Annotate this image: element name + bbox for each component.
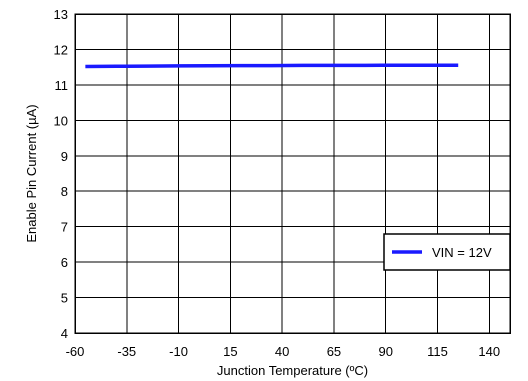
x-tick-labels: -60 -35 -10 15 40 65 90 115 140 xyxy=(66,344,501,359)
x-tick-label: 15 xyxy=(223,344,237,359)
x-tick-label: -60 xyxy=(66,344,85,359)
series-layer xyxy=(85,63,459,69)
y-tick-label: 9 xyxy=(61,149,68,164)
y-tick-labels: 4 5 6 7 8 9 10 11 12 13 xyxy=(54,7,68,341)
legend-label: VIN = 12V xyxy=(432,245,492,260)
grid xyxy=(74,13,510,334)
plot-frame xyxy=(74,13,511,334)
y-axis-label: Enable Pin Current (µA) xyxy=(24,104,39,242)
x-tick-label: 115 xyxy=(427,344,448,359)
x-tick-label: -10 xyxy=(169,344,188,359)
y-tick-label: 5 xyxy=(61,291,68,306)
x-tick-label: 140 xyxy=(478,344,500,359)
y-tick-label: 8 xyxy=(61,184,68,199)
y-tick-label: 10 xyxy=(54,113,68,128)
x-tick-label: -35 xyxy=(117,344,136,359)
y-tick-label: 12 xyxy=(54,42,68,57)
legend: VIN = 12V xyxy=(383,233,511,271)
x-tick-label: 65 xyxy=(327,344,341,359)
y-tick-label: 7 xyxy=(61,220,68,235)
y-tick-label: 6 xyxy=(61,255,68,270)
x-axis-label: Junction Temperature (ºC) xyxy=(217,363,368,378)
series-line xyxy=(85,63,459,69)
y-tick-label: 11 xyxy=(55,78,69,93)
x-tick-label: 90 xyxy=(378,344,392,359)
y-tick-label: 4 xyxy=(61,326,68,341)
x-tick-label: 40 xyxy=(275,344,289,359)
y-tick-label: 13 xyxy=(54,7,68,22)
